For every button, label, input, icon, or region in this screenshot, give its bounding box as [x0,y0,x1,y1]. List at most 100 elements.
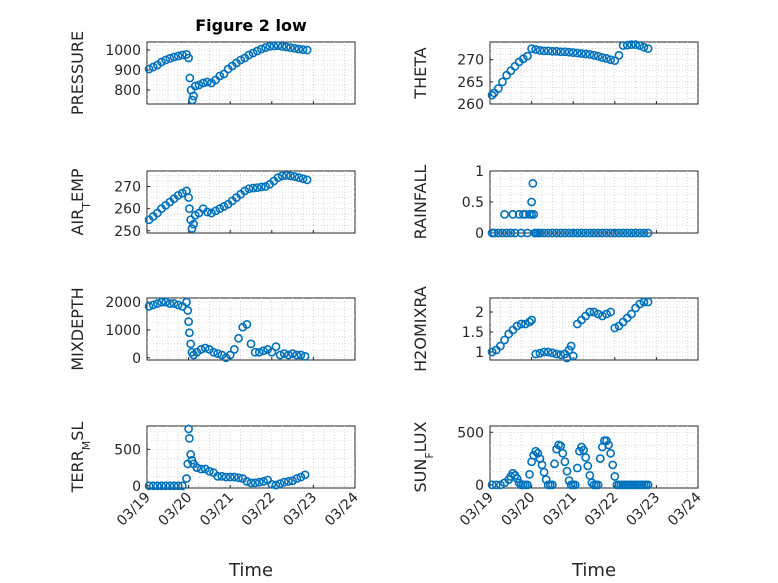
data-point [631,40,640,50]
data-point [500,209,509,219]
data-point [572,228,582,238]
data-point [548,46,557,56]
data-point [190,81,200,91]
data-point [184,424,193,434]
data-point [516,319,526,329]
y-axis-label: H2OMIXRA [411,286,430,372]
data-point [144,64,154,74]
data-point [564,47,574,57]
data-point [244,50,254,60]
subplot-1: 800 900 1000 PRESSURE [68,31,356,115]
data-point [487,90,497,100]
data-point [597,228,607,238]
data-point [568,351,578,361]
data-point [254,347,264,357]
subplot-5: 0 1000 2000 MIXDEPTH [68,287,356,371]
data-point [577,49,586,58]
data-point [148,481,158,491]
data-point [169,481,179,491]
data-point [259,346,268,356]
x-axis-label-left: Time [228,560,273,581]
x-tick-label: 03/22 [239,490,279,530]
data-point [177,481,187,491]
data-point [144,481,154,491]
data-point [250,347,260,357]
data-point [209,347,218,357]
data-point [514,209,524,219]
y-tick-label: 0 [132,351,141,367]
data-point [165,481,175,491]
data-point [525,317,534,327]
data-point [302,175,312,185]
data-point [189,91,198,101]
y-axis-label: MIXDEPTH [68,287,87,370]
y-tick-label: 1.5 [462,325,484,341]
data-point [495,480,505,490]
subplot-4: 0 0.5 1 RAINFALL [411,164,699,242]
data-point [185,73,195,83]
data-point [643,228,653,238]
data-point [173,51,183,61]
data-point [302,45,312,55]
data-point [186,339,196,349]
data-point [520,319,530,329]
x-tick-label: 03/19 [114,490,154,530]
data-point [525,469,534,479]
data-point [246,478,256,488]
data-point [535,348,545,358]
data-point [566,341,576,351]
data-point [614,50,624,60]
data-point [581,228,591,238]
data-point [548,348,557,358]
data-point [581,49,591,59]
data-point [543,46,553,56]
data-point [498,77,507,87]
data-point [267,347,277,357]
x-axis-label-right: Time [571,560,616,581]
data-point [577,228,586,238]
y-tick-label: 1000 [105,323,141,339]
data-point [271,480,281,490]
data-point [589,50,599,60]
y-tick-label: 900 [114,63,141,79]
data-point [292,474,302,483]
data-point [548,480,557,490]
data-point [198,78,208,88]
data-point [173,481,183,491]
data-point [528,178,538,188]
data-point [533,448,543,458]
data-point [296,350,306,360]
data-point [184,53,193,63]
data-point [242,477,252,486]
data-point [593,51,603,61]
data-point [552,46,561,56]
data-point [229,345,239,354]
data-point [562,466,572,476]
data-point [185,433,194,443]
subplot-7: 0 500 03/19 03/20 03/21 03/22 03/23 03/24 TERRMS… [68,422,362,530]
data-point [294,173,304,183]
data-point [277,171,287,181]
y-tick-label: 0 [475,478,484,494]
data-point [635,228,645,238]
data-point [256,44,266,54]
data-point [639,228,649,238]
y-axis-label: RAINFALL [411,165,430,240]
data-point [252,46,262,56]
y-axis-label: TERRMSL [68,422,93,494]
data-point [196,345,206,354]
data-point [523,51,532,61]
y-axis-label: AIRTEMP [68,168,93,235]
data-point [290,44,300,53]
data-point [556,47,566,57]
data-point [568,48,578,58]
data-point [148,300,158,310]
data-point [157,481,166,491]
data-point [254,477,264,487]
data-point [639,297,649,307]
data-point [242,320,252,329]
x-tick-label: 03/24 [665,489,705,529]
data-point [512,321,522,331]
data-point [552,228,561,238]
x-tick-label: 03/20 [156,490,196,530]
